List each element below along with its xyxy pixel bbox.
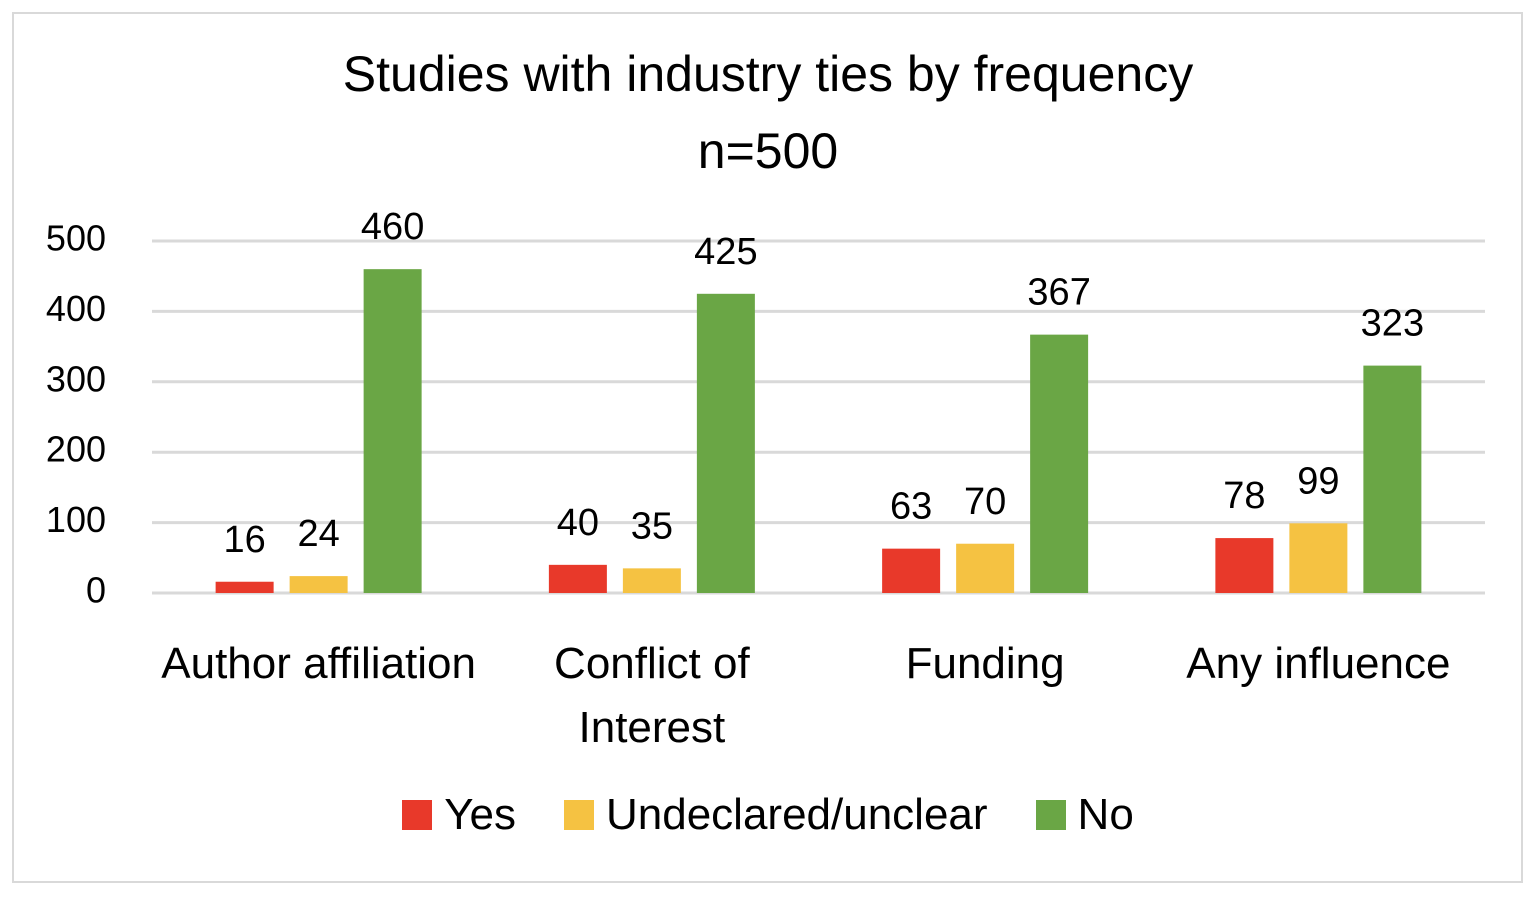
bar — [215, 581, 274, 593]
legend-item: Undeclared/unclear — [563, 790, 988, 840]
y-tick-label: 500 — [46, 218, 106, 259]
legend-item: No — [1035, 790, 1134, 840]
data-label: 425 — [694, 231, 757, 273]
x-tick-label: Conflict of Interest — [554, 639, 750, 752]
bar — [1030, 334, 1089, 593]
chart-subtitle: n=500 — [698, 123, 838, 179]
data-label: 78 — [1223, 475, 1265, 517]
bar — [956, 543, 1015, 593]
x-tick-label: Author affiliation — [161, 639, 476, 688]
legend-swatch — [402, 800, 433, 830]
y-tick-label: 300 — [46, 358, 106, 399]
bar — [622, 568, 681, 593]
bar — [1363, 365, 1422, 593]
y-tick-label: 200 — [46, 429, 106, 470]
data-label: 40 — [557, 502, 599, 544]
bar — [289, 576, 348, 593]
chart-title: Studies with industry ties by frequency — [343, 46, 1193, 102]
data-label: 367 — [1027, 272, 1090, 314]
data-label: 323 — [1361, 303, 1424, 345]
bar — [1289, 523, 1348, 593]
legend-label: Undeclared/unclear — [605, 790, 988, 839]
data-label: 16 — [223, 519, 265, 561]
bar — [696, 293, 755, 593]
bar — [882, 548, 941, 593]
y-tick-label: 100 — [46, 499, 106, 540]
legend-label: No — [1077, 790, 1134, 839]
legend-swatch — [563, 800, 594, 830]
y-tick-label: 0 — [86, 570, 106, 611]
legend-item: Yes — [402, 790, 516, 840]
x-tick-label: Funding — [905, 639, 1065, 688]
legend-label: Yes — [444, 790, 516, 839]
y-tick-label: 400 — [46, 288, 106, 329]
data-label: 99 — [1297, 460, 1339, 502]
data-label: 63 — [890, 486, 932, 528]
data-label: 70 — [964, 481, 1006, 523]
bar — [1215, 538, 1274, 593]
data-label: 35 — [631, 505, 673, 547]
chart-frame — [12, 12, 1523, 883]
legend-swatch — [1035, 800, 1066, 830]
bar — [363, 269, 422, 593]
data-label: 24 — [297, 513, 339, 555]
data-label: 460 — [361, 206, 424, 248]
x-tick-label: Any influence — [1186, 639, 1451, 688]
legend: Yes Undeclared/unclear No — [0, 790, 1536, 840]
bar — [548, 564, 607, 593]
